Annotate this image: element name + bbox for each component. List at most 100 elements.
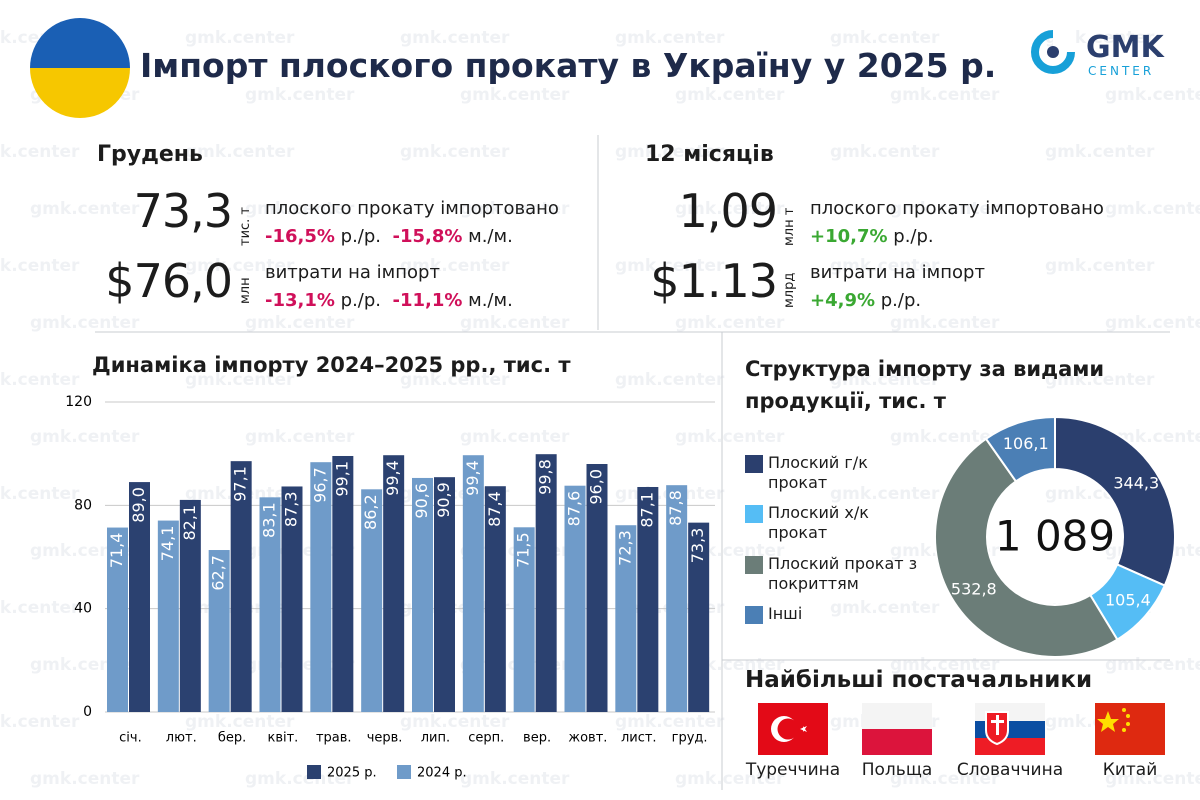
change: -13,1% — [265, 290, 335, 311]
period: р./р. — [893, 226, 934, 247]
dividers — [95, 135, 1170, 790]
value-label: 73,3 — [688, 528, 707, 564]
kpi-text: витрати на імпорт — [265, 262, 440, 283]
value-label: 90,6 — [412, 483, 431, 519]
watermark: gmk.center — [460, 769, 570, 789]
change: -16,5% — [265, 226, 335, 247]
logo-tagline: CENTER — [1088, 64, 1155, 78]
watermark: gmk.center — [830, 28, 940, 48]
value-label: 72,3 — [615, 530, 634, 566]
watermark: gmk.center — [30, 199, 140, 219]
watermark: gmk.center — [615, 28, 725, 48]
watermark: gmk.center — [1105, 85, 1200, 105]
legend-label: 2024 р. — [417, 766, 467, 781]
y-tick-label: 40 — [74, 601, 92, 617]
value-label: 71,5 — [514, 532, 533, 568]
flag-china — [1095, 703, 1165, 755]
watermark: gmk.center — [30, 427, 140, 447]
bar — [513, 527, 535, 712]
period: р./р. — [340, 226, 382, 247]
bar — [208, 550, 230, 712]
bar — [434, 477, 455, 712]
watermark: gmk.center — [1045, 142, 1155, 162]
section-title: Грудень — [97, 142, 203, 167]
bar — [412, 477, 433, 712]
chart-title: Динаміка імпорту 2024–2025 рр., тис. т — [92, 353, 571, 377]
value-label: 87,8 — [666, 490, 685, 526]
value-label: 86,2 — [361, 494, 380, 530]
bar — [230, 461, 252, 712]
logo-name: GMK — [1086, 30, 1164, 65]
kpi-value: 73,3 — [133, 184, 233, 238]
bar — [129, 482, 150, 712]
value-label: 532,8 — [951, 580, 997, 599]
legend-label: Плоский г/к прокат — [768, 453, 868, 492]
legend-swatch — [745, 455, 763, 473]
legend-swatch — [745, 505, 763, 523]
kpi-changes: +4,9% р./р. — [810, 290, 921, 311]
watermark: gmk.center — [0, 484, 80, 504]
value-label: 89,0 — [129, 487, 148, 523]
period: р./р. — [340, 290, 382, 311]
legend-swatch — [397, 765, 411, 779]
value-label: 96,0 — [587, 469, 606, 505]
value-label: 106,1 — [1003, 434, 1049, 453]
bar — [535, 454, 557, 712]
watermark: gmk.center — [615, 370, 725, 390]
value-label: 83,1 — [260, 502, 279, 538]
value-label: 87,3 — [282, 491, 301, 527]
kpi-value: 1,09 — [678, 184, 778, 238]
watermark: gmk.center — [890, 769, 1000, 789]
x-tick-label: лип. — [421, 731, 450, 746]
watermark: gmk.center — [1045, 256, 1155, 276]
watermark: gmk.center — [830, 484, 940, 504]
center-label: 1 089 — [995, 512, 1115, 561]
watermark: gmk.center — [0, 598, 80, 618]
period: р./р. — [880, 290, 922, 311]
legend-label: 2025 р. — [327, 766, 377, 781]
value-label: 90,9 — [434, 482, 453, 518]
suppliers-title: Найбільші постачальники — [745, 667, 1093, 693]
watermark: gmk.center — [185, 28, 295, 48]
watermark: gmk.center — [460, 199, 570, 219]
watermark: gmk.center — [830, 142, 940, 162]
value-label: 99,4 — [463, 460, 482, 496]
bar — [586, 464, 608, 712]
kpi-value: $76,0 — [105, 254, 233, 308]
bar — [383, 455, 405, 712]
kpi-text: плоского прокату імпортовано — [810, 198, 1104, 219]
watermark: gmk.center — [890, 85, 1000, 105]
bar — [310, 462, 332, 712]
value-label: 99,4 — [383, 460, 402, 496]
watermark: gmk.center — [0, 370, 80, 390]
watermark: gmk.center — [185, 370, 295, 390]
flag-slovakia — [975, 703, 1045, 755]
bar — [564, 485, 586, 712]
watermark: gmk.center — [460, 313, 570, 333]
watermark: gmk.center — [185, 142, 295, 162]
value-label: 87,6 — [565, 491, 584, 527]
watermark: gmk.center — [0, 256, 80, 276]
x-tick-label: квіт. — [267, 731, 298, 746]
bar — [484, 486, 506, 712]
bar — [615, 525, 637, 712]
watermark: gmk.center — [185, 712, 295, 732]
bar — [637, 486, 659, 712]
watermark: gmk.center — [615, 256, 725, 276]
legend-swatch — [745, 556, 763, 574]
watermark: gmk.center — [615, 712, 725, 732]
country: Китай — [1102, 760, 1158, 780]
watermark: gmk.center — [0, 712, 80, 732]
value-label: 99,8 — [536, 459, 555, 495]
watermark: gmk.center — [615, 142, 725, 162]
watermark: gmk.center — [1105, 313, 1200, 333]
ukraine-flag — [30, 18, 130, 118]
value-label: 105,4 — [1105, 591, 1151, 610]
value-label: 87,4 — [485, 491, 504, 527]
country: Польща — [861, 760, 933, 780]
pie-slice — [984, 415, 1056, 483]
value-label: 74,1 — [158, 526, 177, 562]
flag-poland — [862, 703, 932, 755]
flag-turkey — [758, 703, 828, 755]
